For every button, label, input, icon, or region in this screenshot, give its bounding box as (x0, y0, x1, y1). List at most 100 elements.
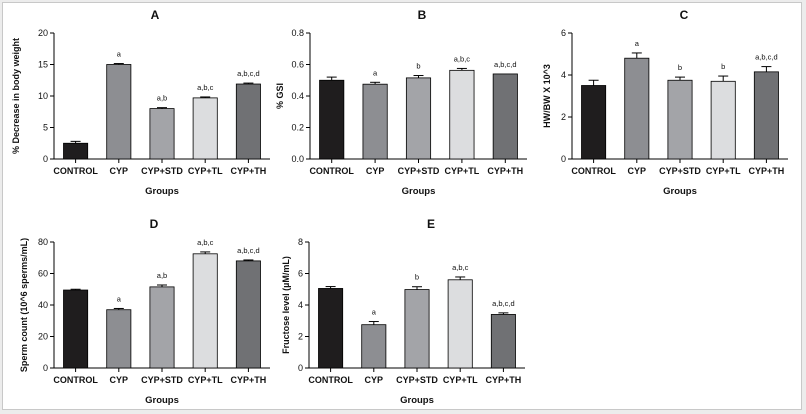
panel-e-category-label: CYP+TH (486, 375, 522, 385)
panel-d-category-label: CONTROL (53, 375, 98, 385)
panel-c-y-tick-label: 2 (561, 112, 566, 122)
panel-e-bar-cyp-std (404, 289, 430, 369)
panel-a-bar-control (63, 142, 89, 160)
panel-e-y-tick-label: 2 (298, 332, 303, 342)
panel-b-y-label: % GSI (275, 83, 285, 109)
panel-d-letter: D (150, 217, 159, 231)
panel-a-letter: A (151, 8, 160, 22)
panel-d-y-label: Sperm count (10^6 sperms/mL) (19, 238, 29, 372)
panel-d-significance-label: a,b,c,d (237, 246, 260, 255)
panel-e-significance-label: b (415, 273, 419, 282)
panel-c-category-label: CYP+TH (749, 166, 785, 176)
panel-c-bar-cyp (624, 57, 650, 160)
panel-e-y-tick-label: 8 (298, 237, 303, 247)
panel-a-category-label: CYP+TL (188, 166, 223, 176)
panel-a-category-label: CONTROL (53, 166, 98, 176)
panel-c-y-tick-label: 6 (561, 28, 566, 38)
panel-a-significance-label: a,b,c (197, 83, 214, 92)
panel-b-y-tick-label: 0.2 (291, 123, 304, 133)
panel-a-significance-label: a,b,c,d (237, 69, 260, 78)
panel-d-category-label: CYP+TL (188, 375, 223, 385)
panel-d-bar-cyp (106, 309, 132, 369)
panel-c-category-label: CONTROL (571, 166, 616, 176)
panel-a-bar-cyp-std (149, 108, 175, 160)
panel-a-bar-cyp-th (235, 83, 261, 160)
panel-b-x-label: Groups (402, 186, 436, 197)
panel-a-y-label: % Decrease in body weight (11, 38, 21, 154)
panel-b-y-tick-label: 0.0 (291, 154, 304, 164)
panel-b-bar-cyp (362, 83, 388, 160)
panel-d-x-label: Groups (145, 395, 179, 406)
panel-b-y-tick-label: 0.6 (291, 60, 304, 70)
panel-c-x-label: Groups (663, 186, 697, 197)
panel-c-significance-label: a,b,c,d (755, 53, 778, 62)
panel-d-category-label: CYP+TH (231, 375, 267, 385)
panel-b-significance-label: b (416, 62, 420, 71)
panel-c-bar-cyp-tl (710, 80, 736, 160)
panel-c-y-tick-label: 4 (561, 70, 566, 80)
panel-c-letter: C (680, 8, 689, 22)
panel-a-x-label: Groups (145, 186, 179, 197)
panel-c-significance-label: b (721, 62, 725, 71)
panel-e-category-label: CYP+TL (443, 375, 478, 385)
panel-c-category-label: CYP+STD (659, 166, 701, 176)
panel-d-y-tick-label: 40 (38, 300, 48, 310)
panel-b-letter: B (418, 8, 427, 22)
panel-e-bar-cyp-tl (447, 279, 473, 369)
panel-e-significance-label: a,b,c (452, 263, 469, 272)
panel-c-category-label: CYP+TL (706, 166, 741, 176)
panel-e-bar-cyp (361, 324, 387, 369)
panel-e-y-tick-label: 0 (298, 363, 303, 373)
panel-c-bar-cyp-std (667, 79, 693, 160)
panel-b-y-tick-label: 0.8 (291, 28, 304, 38)
panel-c-category-label: CYP (628, 166, 647, 176)
panel-a-significance-label: a,b (157, 94, 167, 103)
panel-c-bar-cyp-th (753, 71, 779, 160)
panel-a-y-tick-label: 5 (43, 123, 48, 133)
panel-e-significance-label: a (372, 308, 377, 317)
panel-e-y-label: Fructose level (µM/mL) (281, 256, 291, 354)
panel-d-y-tick-label: 60 (38, 269, 48, 279)
panel-d-y-tick-label: 20 (38, 332, 48, 342)
panel-d-bar-cyp-tl (192, 253, 218, 369)
panel-a-category-label: CYP+TH (231, 166, 267, 176)
panel-d-significance-label: a,b,c (197, 238, 214, 247)
panel-b-category-label: CONTROL (309, 166, 354, 176)
panel-d-category-label: CYP+STD (141, 375, 183, 385)
panel-d-significance-label: a,b (157, 271, 167, 280)
panel-d-y-tick-label: 0 (43, 363, 48, 373)
panel-e-y-tick-label: 4 (298, 300, 303, 310)
panel-d-category-label: CYP (110, 375, 129, 385)
panel-a-category-label: CYP+STD (141, 166, 183, 176)
panel-e-bar-control (318, 288, 344, 369)
panel-b-significance-label: a,b,c,d (494, 60, 517, 69)
panel-d-bar-control (63, 289, 89, 369)
panel-c-y-label: HW/BW X 10^3 (542, 64, 552, 128)
panel-b-bar-cyp-tl (449, 69, 475, 160)
panel-b-significance-label: a (373, 68, 378, 77)
panel-e-bar-cyp-th (490, 314, 516, 369)
panel-b-category-label: CYP+TH (487, 166, 523, 176)
panel-b-bar-cyp-th (492, 73, 518, 160)
panel-b-category-label: CYP+TL (445, 166, 480, 176)
panel-e-category-label: CYP+STD (396, 375, 438, 385)
panel-c-bar-control (581, 85, 607, 160)
panel-d-y-tick-label: 80 (38, 237, 48, 247)
panel-a-y-tick-label: 0 (43, 154, 48, 164)
figure-frame: A 0 5 10 15 20% Decrease in body weight CONTRO… (2, 2, 802, 410)
panel-c-significance-label: a (635, 39, 640, 48)
panel-b-category-label: CYP (366, 166, 385, 176)
panel-e-y-tick-label: 6 (298, 269, 303, 279)
panel-d-bar-cyp-th (235, 260, 261, 369)
panel-a-bar-cyp-tl (192, 97, 218, 160)
panel-b-category-label: CYP+STD (398, 166, 440, 176)
panel-b-y-tick-label: 0.4 (291, 91, 304, 101)
panel-b-bar-control (319, 79, 345, 160)
panel-a-y-tick-label: 10 (38, 91, 48, 101)
panel-a-significance-label: a (117, 50, 122, 59)
panel-b-bar-cyp-std (405, 77, 432, 160)
panel-b-significance-label: a,b,c (454, 54, 471, 63)
panel-e-category-label: CONTROL (308, 375, 353, 385)
panel-a-bar-cyp (106, 64, 132, 160)
